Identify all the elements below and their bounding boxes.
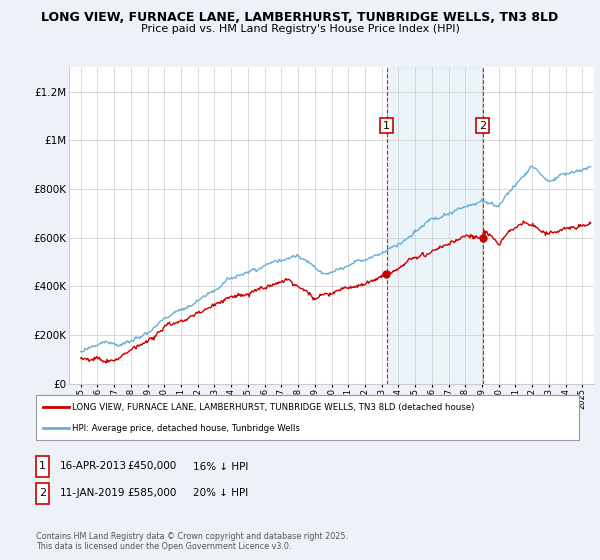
Bar [386, 67, 482, 384]
Text: LONG VIEW, FURNACE LANE, LAMBERHURST, TUNBRIDGE WELLS, TN3 8LD: LONG VIEW, FURNACE LANE, LAMBERHURST, TU… [41, 11, 559, 24]
Text: 11-JAN-2019: 11-JAN-2019 [60, 488, 125, 498]
Text: 2: 2 [479, 120, 486, 130]
Text: £450,000: £450,000 [127, 461, 176, 472]
Text: 20% ↓ HPI: 20% ↓ HPI [193, 488, 248, 498]
Text: 1: 1 [383, 120, 390, 130]
Text: 16-APR-2013: 16-APR-2013 [60, 461, 127, 472]
Text: 1: 1 [39, 461, 46, 472]
Text: £585,000: £585,000 [127, 488, 176, 498]
Text: 16% ↓ HPI: 16% ↓ HPI [193, 461, 248, 472]
Text: Contains HM Land Registry data © Crown copyright and database right 2025.
This d: Contains HM Land Registry data © Crown c… [36, 532, 348, 552]
Text: LONG VIEW, FURNACE LANE, LAMBERHURST, TUNBRIDGE WELLS, TN3 8LD (detached house): LONG VIEW, FURNACE LANE, LAMBERHURST, TU… [72, 403, 475, 412]
Text: HPI: Average price, detached house, Tunbridge Wells: HPI: Average price, detached house, Tunb… [72, 424, 300, 433]
Text: Price paid vs. HM Land Registry's House Price Index (HPI): Price paid vs. HM Land Registry's House … [140, 24, 460, 34]
Text: 2: 2 [39, 488, 46, 498]
